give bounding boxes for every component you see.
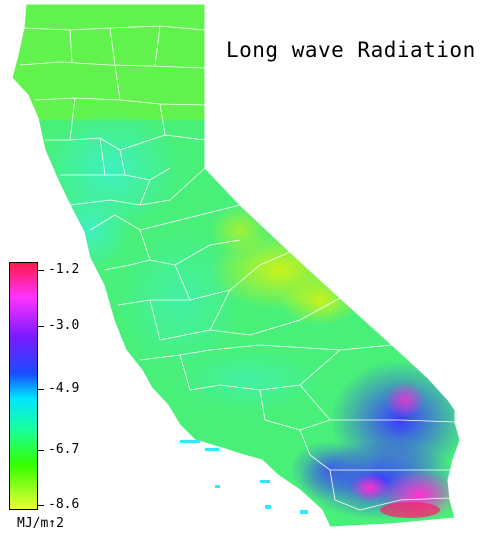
legend-tick-label: -8.6 (48, 497, 80, 512)
legend-tick-mark (38, 450, 44, 451)
channel-islands (180, 440, 308, 514)
legend-tick-label: -6.7 (48, 442, 80, 457)
legend-tick-mark (38, 505, 44, 506)
legend-tick-mark (38, 389, 44, 390)
map-title: Long wave Radiation (226, 38, 476, 62)
color-scale-bar (9, 262, 38, 510)
county-boundaries (19, 25, 456, 511)
legend-unit-label: MJ/m↑2 (17, 516, 64, 531)
legend-tick-mark (38, 270, 44, 271)
state-outline (11, 3, 461, 528)
legend-tick-mark (38, 326, 44, 327)
legend-tick-label: -4.9 (48, 381, 80, 396)
legend-tick-label: -1.2 (48, 262, 80, 277)
legend-tick-label: -3.0 (48, 318, 80, 333)
